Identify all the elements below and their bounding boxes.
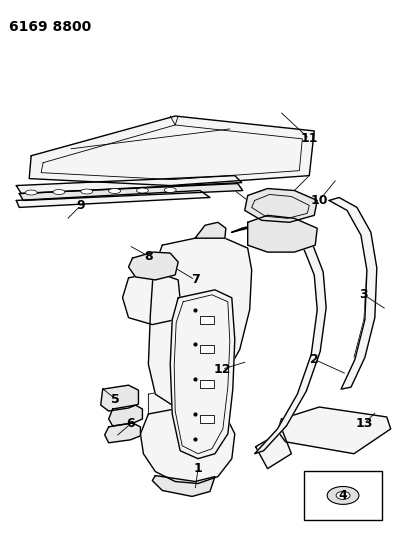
Ellipse shape <box>53 190 65 195</box>
Polygon shape <box>256 431 291 469</box>
Polygon shape <box>29 116 314 185</box>
Polygon shape <box>329 197 377 389</box>
Polygon shape <box>195 222 226 238</box>
Polygon shape <box>245 189 317 222</box>
Text: 13: 13 <box>355 417 373 431</box>
Bar <box>200 316 214 324</box>
Polygon shape <box>277 407 391 454</box>
Polygon shape <box>19 183 243 200</box>
Text: 7: 7 <box>191 273 200 286</box>
Text: 6: 6 <box>126 417 135 431</box>
Bar <box>200 415 214 423</box>
Text: 1: 1 <box>194 462 202 475</box>
Polygon shape <box>105 423 140 443</box>
Text: 3: 3 <box>359 288 368 301</box>
Polygon shape <box>152 475 215 496</box>
Bar <box>200 380 214 388</box>
Polygon shape <box>16 175 242 193</box>
Text: 4: 4 <box>339 489 348 502</box>
Text: 6169 8800: 6169 8800 <box>9 20 91 34</box>
Polygon shape <box>248 215 317 252</box>
Ellipse shape <box>336 491 350 499</box>
Text: 2: 2 <box>310 353 319 366</box>
Polygon shape <box>129 252 178 280</box>
Polygon shape <box>122 272 180 325</box>
Text: 12: 12 <box>213 363 231 376</box>
Text: 9: 9 <box>77 199 85 212</box>
Polygon shape <box>149 238 252 407</box>
Bar <box>304 471 382 520</box>
Text: 5: 5 <box>111 393 120 406</box>
Text: 10: 10 <box>310 194 328 207</box>
Text: 11: 11 <box>301 132 318 146</box>
Ellipse shape <box>109 189 121 193</box>
Polygon shape <box>232 224 326 454</box>
Polygon shape <box>170 290 235 459</box>
Ellipse shape <box>136 188 149 193</box>
Polygon shape <box>140 407 235 483</box>
Ellipse shape <box>25 190 37 195</box>
Ellipse shape <box>164 188 176 192</box>
Polygon shape <box>109 405 142 426</box>
Ellipse shape <box>81 189 93 194</box>
Polygon shape <box>16 190 210 207</box>
Text: 8: 8 <box>144 249 153 263</box>
Bar <box>200 345 214 353</box>
Polygon shape <box>101 385 138 411</box>
Ellipse shape <box>327 487 359 504</box>
Polygon shape <box>149 389 178 414</box>
